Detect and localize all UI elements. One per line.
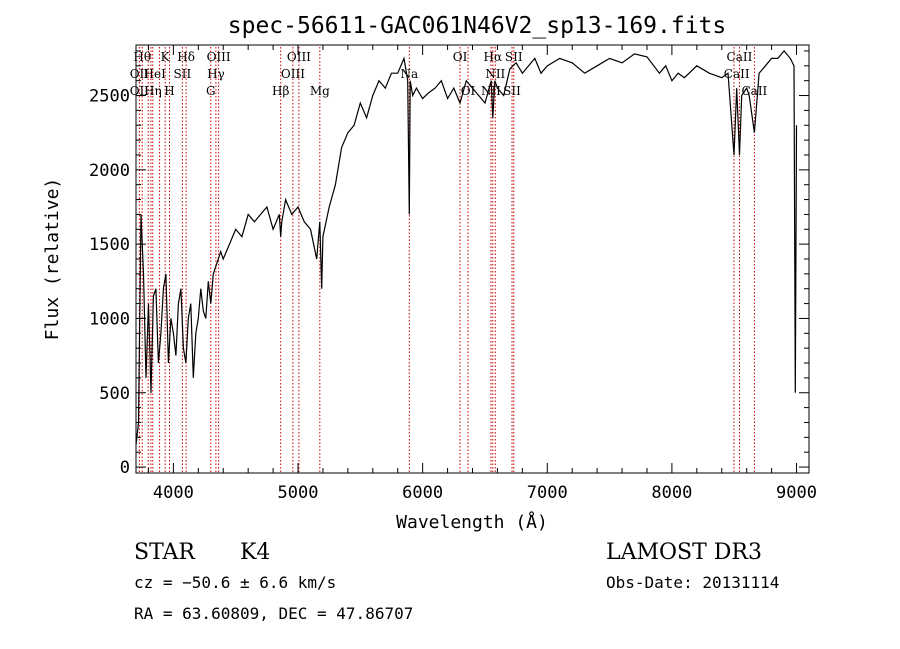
line-marker-label: Hδ	[177, 50, 195, 64]
line-marker-label: Hθ	[133, 50, 151, 64]
line-marker-label: OII	[130, 84, 150, 98]
chart-title: spec-56611-GAC061N46V2_sp13-169.fits	[228, 13, 727, 39]
y-tick-label: 2000	[89, 161, 130, 181]
line-marker-label: Hη	[144, 84, 162, 98]
y-tick-label: 1000	[89, 309, 130, 329]
x-tick-label: 8000	[651, 483, 692, 503]
line-marker-label: G	[206, 84, 216, 98]
line-marker-label: SII	[503, 84, 521, 98]
y-axis-ticks	[136, 50, 809, 468]
line-marker-label: OIII	[287, 50, 311, 64]
y-axis-label: Flux (relative)	[42, 178, 63, 341]
survey-label: LAMOST DR3	[606, 540, 762, 565]
line-marker-label: Hα	[484, 50, 503, 64]
line-marker-label: CaII	[727, 50, 753, 64]
x-axis-label: Wavelength (Å)	[396, 511, 548, 533]
x-tick-label: 5000	[278, 483, 319, 503]
line-marker-label: OIII	[281, 67, 305, 81]
line-marker-label: Hγ	[207, 67, 225, 81]
class-label: STAR	[134, 540, 196, 565]
x-tick-label: 9000	[776, 483, 817, 503]
line-marker-label: CaII	[741, 84, 767, 98]
y-tick-label: 500	[99, 384, 130, 404]
line-marker-label: SII	[505, 50, 523, 64]
y-tick-label: 1500	[89, 235, 130, 255]
emission-line-markers	[138, 47, 755, 473]
y-tick-label: 2500	[89, 87, 130, 107]
spectrum-series-line	[135, 49, 798, 445]
line-marker-label: Hβ	[272, 84, 289, 98]
line-marker-label: OIII	[207, 50, 231, 64]
y-axis-tick-labels: 0 500 1000 1500 2000 2500	[89, 87, 130, 479]
line-marker-label: OI	[453, 50, 468, 64]
x-tick-label: 6000	[402, 483, 443, 503]
line-marker-label: Na	[400, 67, 418, 81]
x-axis-ticks	[147, 45, 798, 473]
cz-value: cz = −50.6 ± 6.6 km/s	[134, 573, 336, 592]
line-marker-label: SII	[174, 67, 192, 81]
line-marker-label: NII	[485, 67, 505, 81]
line-marker-label: H	[164, 84, 174, 98]
line-marker-label: K	[161, 50, 171, 64]
plot-frame	[135, 44, 810, 474]
line-marker-label: CaII	[724, 67, 750, 81]
subclass-label: K4	[240, 540, 270, 565]
line-marker-label: HeI	[144, 67, 167, 81]
x-axis-tick-labels: 4000 5000 6000 7000 8000 9000	[153, 483, 817, 503]
x-tick-label: 4000	[153, 483, 194, 503]
obs-date: Obs-Date: 20131114	[606, 573, 779, 592]
line-marker-label: OII	[130, 67, 150, 81]
x-tick-label: 7000	[527, 483, 568, 503]
y-tick-label: 0	[120, 458, 130, 478]
coordinates: RA = 63.60809, DEC = 47.86707	[134, 604, 413, 623]
line-marker-label: Mg	[310, 84, 330, 98]
